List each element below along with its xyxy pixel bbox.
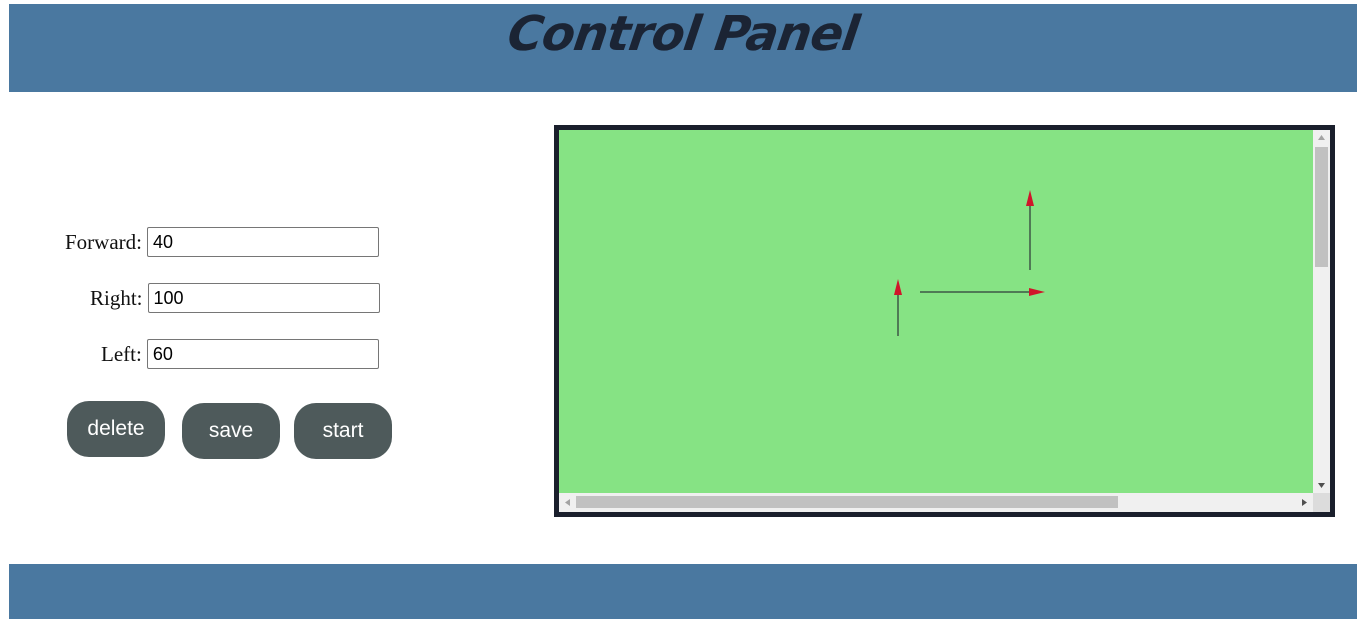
page-title: Control Panel — [504, 6, 862, 62]
canvas-drawing — [894, 190, 1045, 336]
forward-input[interactable] — [147, 227, 379, 257]
header-bar: Control Panel — [9, 4, 1357, 92]
arrow-up-short — [894, 279, 902, 336]
delete-button[interactable]: delete — [67, 401, 165, 457]
forward-label: Forward: — [65, 229, 142, 254]
drawing-canvas[interactable] — [559, 130, 1313, 493]
arrowhead-icon — [1026, 190, 1034, 206]
vertical-scrollbar[interactable] — [1313, 130, 1330, 493]
right-row: Right: — [90, 283, 380, 313]
right-input[interactable] — [147, 283, 380, 313]
arrow-right — [920, 288, 1045, 296]
scroll-left-icon[interactable] — [565, 499, 570, 506]
left-input[interactable] — [146, 339, 379, 369]
forward-row: Forward: — [65, 227, 379, 257]
right-label: Right: — [90, 285, 143, 310]
footer-bar — [9, 564, 1357, 619]
arrowhead-icon — [1029, 288, 1045, 296]
scrollbar-corner — [1313, 493, 1330, 512]
canvas-frame — [554, 125, 1335, 517]
scroll-right-icon[interactable] — [1302, 499, 1307, 506]
arrow-up-tall — [1026, 190, 1034, 270]
vertical-scroll-thumb[interactable] — [1315, 147, 1328, 267]
horizontal-scrollbar[interactable] — [559, 493, 1313, 512]
scroll-up-icon[interactable] — [1318, 135, 1325, 140]
save-button[interactable]: save — [182, 403, 280, 459]
start-button[interactable]: start — [294, 403, 392, 459]
horizontal-scroll-thumb[interactable] — [576, 496, 1118, 508]
arrowhead-icon — [894, 279, 902, 295]
left-row: Left: — [101, 339, 379, 369]
left-label: Left: — [101, 341, 142, 366]
scroll-down-icon[interactable] — [1318, 483, 1325, 488]
